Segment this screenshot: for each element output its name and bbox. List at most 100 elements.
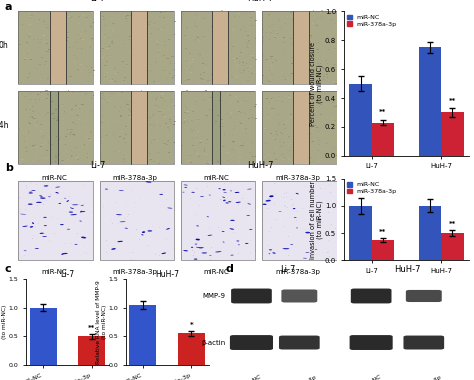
Bar xyxy=(29,16,31,17)
Bar xyxy=(86,159,87,160)
Bar xyxy=(298,37,300,38)
Ellipse shape xyxy=(60,224,64,225)
Text: Li-7: Li-7 xyxy=(90,162,106,170)
Bar xyxy=(129,83,130,84)
Bar xyxy=(224,138,226,139)
Bar xyxy=(269,70,271,71)
Bar xyxy=(46,43,48,44)
Ellipse shape xyxy=(43,217,47,218)
Bar xyxy=(63,118,64,119)
Bar xyxy=(241,19,242,20)
Bar xyxy=(186,33,188,34)
Bar xyxy=(273,97,274,98)
Bar xyxy=(203,149,205,150)
Bar xyxy=(240,29,241,30)
Bar xyxy=(291,103,292,104)
Bar xyxy=(158,111,160,112)
Bar xyxy=(231,112,232,113)
Bar xyxy=(163,27,165,28)
Bar xyxy=(18,11,93,84)
Ellipse shape xyxy=(28,204,33,205)
Bar xyxy=(250,17,253,18)
Bar xyxy=(205,101,208,102)
Bar xyxy=(158,42,159,43)
Bar xyxy=(101,74,103,75)
Bar xyxy=(264,128,265,129)
Bar xyxy=(193,129,195,130)
Bar xyxy=(26,132,27,133)
Bar xyxy=(86,66,88,67)
Bar xyxy=(233,128,235,129)
Ellipse shape xyxy=(80,211,82,212)
Bar xyxy=(158,83,160,84)
Bar xyxy=(311,23,313,24)
Bar xyxy=(166,58,168,59)
Bar xyxy=(53,150,55,151)
Bar xyxy=(134,62,135,63)
Bar xyxy=(240,95,242,96)
Bar xyxy=(291,44,293,45)
Bar xyxy=(191,20,192,21)
Bar xyxy=(186,90,188,91)
Bar xyxy=(186,21,187,22)
Bar xyxy=(247,80,248,81)
Bar xyxy=(215,161,218,162)
Bar xyxy=(40,146,42,147)
Bar xyxy=(230,113,232,114)
Bar xyxy=(132,31,134,32)
Bar xyxy=(155,49,156,50)
Bar xyxy=(36,121,38,122)
Bar xyxy=(160,111,161,112)
Bar xyxy=(192,82,194,83)
Bar xyxy=(64,56,65,57)
Bar xyxy=(283,157,285,158)
Bar xyxy=(322,98,324,99)
Bar xyxy=(52,101,53,102)
Bar xyxy=(264,131,267,132)
Bar xyxy=(228,126,230,127)
Bar xyxy=(114,81,116,82)
Bar xyxy=(372,240,394,260)
Bar xyxy=(298,136,300,137)
Bar xyxy=(305,128,306,129)
Ellipse shape xyxy=(199,247,204,249)
Bar xyxy=(349,206,372,260)
Bar xyxy=(207,80,209,81)
Bar xyxy=(24,141,25,142)
Bar xyxy=(190,62,191,63)
Bar xyxy=(171,114,173,115)
Bar xyxy=(148,131,149,132)
Bar xyxy=(147,22,149,23)
Bar xyxy=(52,21,54,22)
Bar xyxy=(238,57,239,58)
Bar xyxy=(139,12,140,13)
Bar xyxy=(246,13,248,14)
Bar xyxy=(76,157,78,158)
Ellipse shape xyxy=(162,253,166,254)
Bar xyxy=(48,142,49,143)
Bar xyxy=(187,79,190,80)
Bar xyxy=(274,153,275,154)
Bar xyxy=(49,92,50,93)
Bar xyxy=(271,74,273,75)
Bar xyxy=(92,70,94,71)
Bar xyxy=(320,114,321,115)
Text: c: c xyxy=(5,264,11,274)
Bar xyxy=(304,52,306,53)
Ellipse shape xyxy=(184,187,187,188)
Bar xyxy=(210,80,211,81)
Bar xyxy=(116,111,117,112)
Bar xyxy=(264,156,266,157)
Bar xyxy=(57,37,58,38)
Bar xyxy=(372,123,394,156)
Bar xyxy=(227,152,228,153)
Bar xyxy=(106,65,107,66)
Bar xyxy=(181,137,182,138)
Bar xyxy=(105,24,107,25)
Ellipse shape xyxy=(166,228,170,230)
Bar xyxy=(173,124,175,125)
Bar xyxy=(109,45,111,46)
Bar xyxy=(123,138,125,139)
Bar xyxy=(153,97,154,98)
Ellipse shape xyxy=(222,231,225,232)
